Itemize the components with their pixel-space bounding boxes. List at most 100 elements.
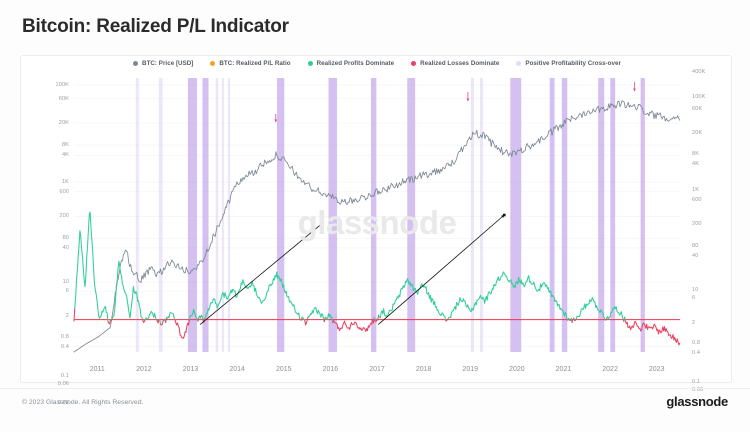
- ratio-line-loss: [299, 316, 303, 321]
- ratio-line-profit: [74, 211, 109, 322]
- crossover-band: [370, 78, 377, 352]
- y-axis-left-tick: 80: [62, 235, 69, 242]
- ratio-line-loss: [73, 307, 76, 322]
- ratio-line-loss: [142, 318, 146, 324]
- ratio-line-profit: [188, 308, 199, 322]
- crossover-band: [227, 78, 231, 352]
- crossover-band: [549, 78, 555, 352]
- y-axis-left-tick: 4K: [61, 152, 69, 159]
- ratio-line-loss: [155, 318, 161, 324]
- crossover-band: [187, 78, 198, 352]
- y-axis-left-tick: 40: [62, 244, 69, 251]
- y-axis-right-tick: 2: [692, 319, 696, 326]
- y-axis-left-tick: 200: [59, 213, 69, 220]
- ratio-line-profit: [373, 317, 376, 322]
- ratio-line-loss: [304, 316, 309, 326]
- ratio-line-loss: [604, 317, 608, 321]
- y-axis-left-tick: 0.02: [57, 399, 69, 406]
- x-axis-tick: 2021: [555, 366, 572, 373]
- x-axis-tick: 2013: [182, 366, 199, 373]
- ratio-line-profit: [165, 312, 176, 321]
- x-axis-tick: 2020: [509, 366, 525, 373]
- y-axis-right-tick: 0.06: [692, 386, 704, 393]
- brand-logo: glassnode: [666, 394, 728, 409]
- y-axis-left-tick: 0.1: [60, 373, 69, 380]
- trend-arrow: [199, 222, 323, 325]
- x-axis-tick: 2017: [369, 366, 385, 373]
- ratio-line-profit: [198, 314, 204, 321]
- plot-area: 100K 60K 20K 8K 4K 1K 600 200 80 40 10 6 2 0.8 0.4 0.1 0…: [21, 56, 733, 406]
- ratio-line-loss: [332, 317, 375, 333]
- y-axis-right-tick: 20K: [692, 129, 703, 136]
- trend-arrow-endpoint: [321, 221, 324, 225]
- ratio-line-loss: [107, 318, 112, 325]
- x-axis-tick: 2011: [89, 366, 105, 373]
- ratio-line-loss: [174, 318, 190, 339]
- ratio-line-profit: [624, 316, 627, 322]
- ratio-line-loss: [323, 316, 326, 323]
- x-axis-tick: 2018: [415, 366, 432, 373]
- ratio-line-profit: [159, 318, 162, 325]
- x-axis-tick: 2023: [648, 366, 665, 373]
- y-axis-left-tick: 0.8: [60, 333, 69, 340]
- y-axis-right-tick: 6: [692, 295, 696, 302]
- crossover-band: [328, 78, 338, 352]
- y-axis-right-tick: 100K: [692, 94, 706, 101]
- y-axis-right-tick: 80: [692, 243, 699, 250]
- crossover-band: [598, 78, 605, 352]
- y-axis-left-tick: 60K: [58, 95, 69, 102]
- x-axis-tick: 2012: [136, 366, 152, 373]
- ratio-line-profit: [606, 306, 625, 322]
- ratio-line-profit: [447, 271, 569, 321]
- y-axis-right-tick: 400K: [692, 68, 706, 75]
- y-axis-left-tick: 0.06: [57, 381, 69, 388]
- y-axis-right-tick: 40: [692, 252, 699, 259]
- ratio-line-loss: [197, 317, 200, 322]
- ratio-line-profit: [111, 260, 144, 321]
- y-axis-right-tick: 0.4: [692, 349, 701, 356]
- x-axis-tick: 2015: [275, 366, 292, 373]
- y-axis-right-tick: 0.8: [692, 340, 701, 347]
- y-axis-left-tick: 8K: [61, 142, 69, 149]
- ratio-line-profit: [324, 313, 334, 324]
- x-axis-tick: 2022: [602, 366, 618, 373]
- x-axis-tick: 2019: [462, 366, 479, 373]
- crossover-band: [158, 78, 163, 352]
- ratio-line-loss: [624, 320, 681, 346]
- crossover-band: [561, 78, 568, 352]
- x-axis-tick: 2014: [229, 366, 245, 373]
- ratio-line-loss: [445, 318, 449, 322]
- copyright-text: © 2023 Glassnode. All Rights Reserved.: [22, 399, 144, 406]
- ratio-line-loss: [574, 318, 577, 321]
- crossover-band: [640, 78, 645, 352]
- y-axis-left-tick: 1K: [61, 179, 69, 186]
- crossover-band: [135, 78, 139, 352]
- crossover-band: [510, 78, 522, 352]
- ratio-line-loss: [159, 318, 166, 326]
- y-axis-left-tick: 0.4: [60, 343, 69, 350]
- ratio-line-loss: [374, 318, 378, 323]
- crossover-band: [202, 78, 209, 352]
- ratio-line-profit: [378, 277, 447, 322]
- y-axis-right-tick: 600: [692, 196, 702, 203]
- ratio-line-loss: [165, 317, 168, 324]
- ratio-line-profit: [575, 296, 606, 321]
- x-axis-tick: 2016: [322, 366, 339, 373]
- ratio-line-profit: [144, 310, 157, 321]
- y-axis-left-tick: 2: [65, 312, 69, 319]
- page-title: Bitcoin: Realized P/L Indicator: [22, 16, 289, 37]
- crossover-band: [215, 78, 219, 352]
- trend-arrow-endpoint: [502, 213, 506, 217]
- crossover-band: [277, 78, 285, 352]
- y-axis-right-tick: 200: [692, 221, 702, 228]
- chart-card: BTC: Price [USD] BTC: Realized P/L Ratio R…: [20, 55, 733, 406]
- y-axis-right-tick: 60K: [692, 105, 703, 112]
- y-axis-right-tick: 4K: [692, 161, 700, 168]
- chart-svg: [73, 78, 681, 353]
- ratio-line-loss: [202, 317, 206, 324]
- footer-divider: [0, 388, 750, 389]
- ratio-line-profit: [301, 316, 306, 322]
- trend-arrow: [377, 214, 505, 325]
- y-axis-right-tick: 0.1: [692, 378, 701, 385]
